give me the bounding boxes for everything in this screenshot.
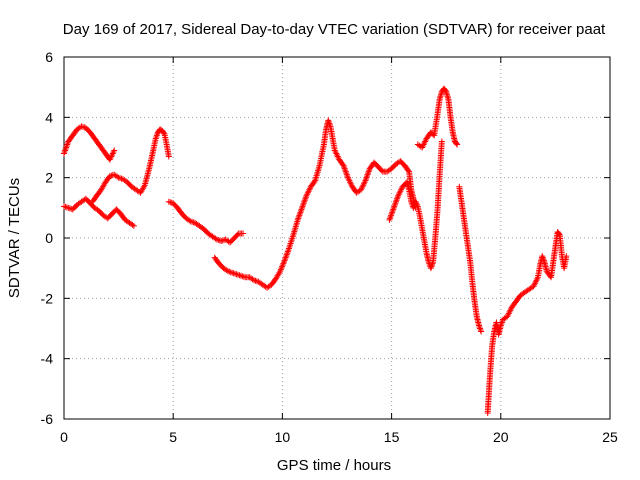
data-point bbox=[106, 173, 113, 180]
data-point bbox=[252, 277, 259, 284]
data-point bbox=[478, 328, 485, 335]
series-arc-2 bbox=[61, 195, 137, 229]
data-point bbox=[189, 218, 196, 225]
data-point bbox=[130, 222, 137, 229]
plot-frame bbox=[63, 56, 611, 420]
series-arc-7 bbox=[414, 85, 461, 151]
data-point bbox=[129, 221, 136, 228]
data-point bbox=[453, 140, 460, 147]
x-axis-title: GPS time / hours bbox=[277, 457, 391, 474]
data-point bbox=[311, 178, 318, 185]
series-arc-4 bbox=[165, 198, 247, 246]
data-point bbox=[229, 269, 236, 276]
data-point bbox=[454, 141, 461, 148]
y-tick-label: -6 bbox=[41, 411, 54, 427]
data-point bbox=[339, 161, 346, 168]
data-point bbox=[218, 238, 225, 245]
data-point bbox=[239, 273, 246, 280]
data-point bbox=[62, 203, 69, 210]
data-point bbox=[68, 205, 75, 212]
data-point bbox=[187, 218, 194, 225]
series-arc-1 bbox=[61, 123, 118, 163]
data-point bbox=[477, 325, 484, 332]
data-point bbox=[165, 198, 172, 205]
y-tick-label: -4 bbox=[41, 351, 54, 367]
data-point bbox=[79, 123, 86, 130]
data-point bbox=[405, 167, 412, 174]
series-arc-3 bbox=[89, 126, 172, 205]
data-point bbox=[442, 87, 449, 94]
data-point bbox=[556, 230, 563, 237]
y-tick-label: 0 bbox=[45, 230, 53, 246]
data-point bbox=[63, 204, 70, 211]
data-point bbox=[78, 123, 85, 130]
grid bbox=[64, 57, 610, 419]
data-point bbox=[230, 270, 237, 277]
series-arc-6 bbox=[386, 138, 445, 272]
data-point bbox=[117, 175, 124, 182]
data-point bbox=[233, 271, 240, 278]
data-point bbox=[232, 270, 239, 277]
data-point bbox=[65, 204, 72, 211]
data-point bbox=[234, 271, 241, 278]
y-tick-label: 6 bbox=[45, 49, 53, 65]
x-tick-label: 0 bbox=[60, 429, 68, 445]
data-point bbox=[213, 236, 220, 243]
x-tick-label: 10 bbox=[275, 429, 291, 445]
x-tick-label: 20 bbox=[493, 429, 509, 445]
data-point bbox=[226, 268, 233, 275]
data-point bbox=[165, 153, 172, 160]
y-axis-title: SDTVAR / TECUs bbox=[6, 178, 23, 298]
data-point bbox=[160, 129, 167, 136]
data-point bbox=[115, 174, 122, 181]
y-tick-label: -2 bbox=[41, 290, 54, 306]
x-tick-label: 5 bbox=[169, 429, 177, 445]
data-point bbox=[234, 231, 241, 238]
data-point bbox=[61, 203, 67, 210]
y-tick-label: 4 bbox=[45, 109, 53, 125]
data-point bbox=[227, 269, 234, 276]
data-point bbox=[236, 272, 243, 279]
data-point bbox=[224, 268, 231, 275]
data-point bbox=[215, 237, 222, 244]
data-point bbox=[251, 277, 258, 284]
series-arc-5 bbox=[211, 117, 419, 291]
x-tick-label: 15 bbox=[384, 429, 400, 445]
x-tick-label: 25 bbox=[602, 429, 618, 445]
chart-title: Day 169 of 2017, Sidereal Day-to-day VTE… bbox=[63, 21, 606, 38]
data-point bbox=[240, 230, 247, 237]
data-point bbox=[111, 147, 118, 154]
data-point bbox=[221, 237, 228, 244]
y-tick-label: 2 bbox=[45, 170, 53, 186]
data-point bbox=[378, 167, 385, 174]
data-point bbox=[167, 199, 174, 206]
series-arc-9 bbox=[484, 228, 570, 416]
data-point bbox=[240, 273, 247, 280]
data-point bbox=[237, 272, 244, 279]
data-point bbox=[563, 253, 570, 260]
series-arc-8 bbox=[456, 183, 485, 335]
data-marks bbox=[61, 85, 570, 416]
data-point bbox=[438, 138, 445, 145]
data-point bbox=[109, 172, 116, 179]
tick-labels: 0 5 10 15 20 25 -6 -4 -2 0 2 4 6 bbox=[41, 49, 618, 445]
